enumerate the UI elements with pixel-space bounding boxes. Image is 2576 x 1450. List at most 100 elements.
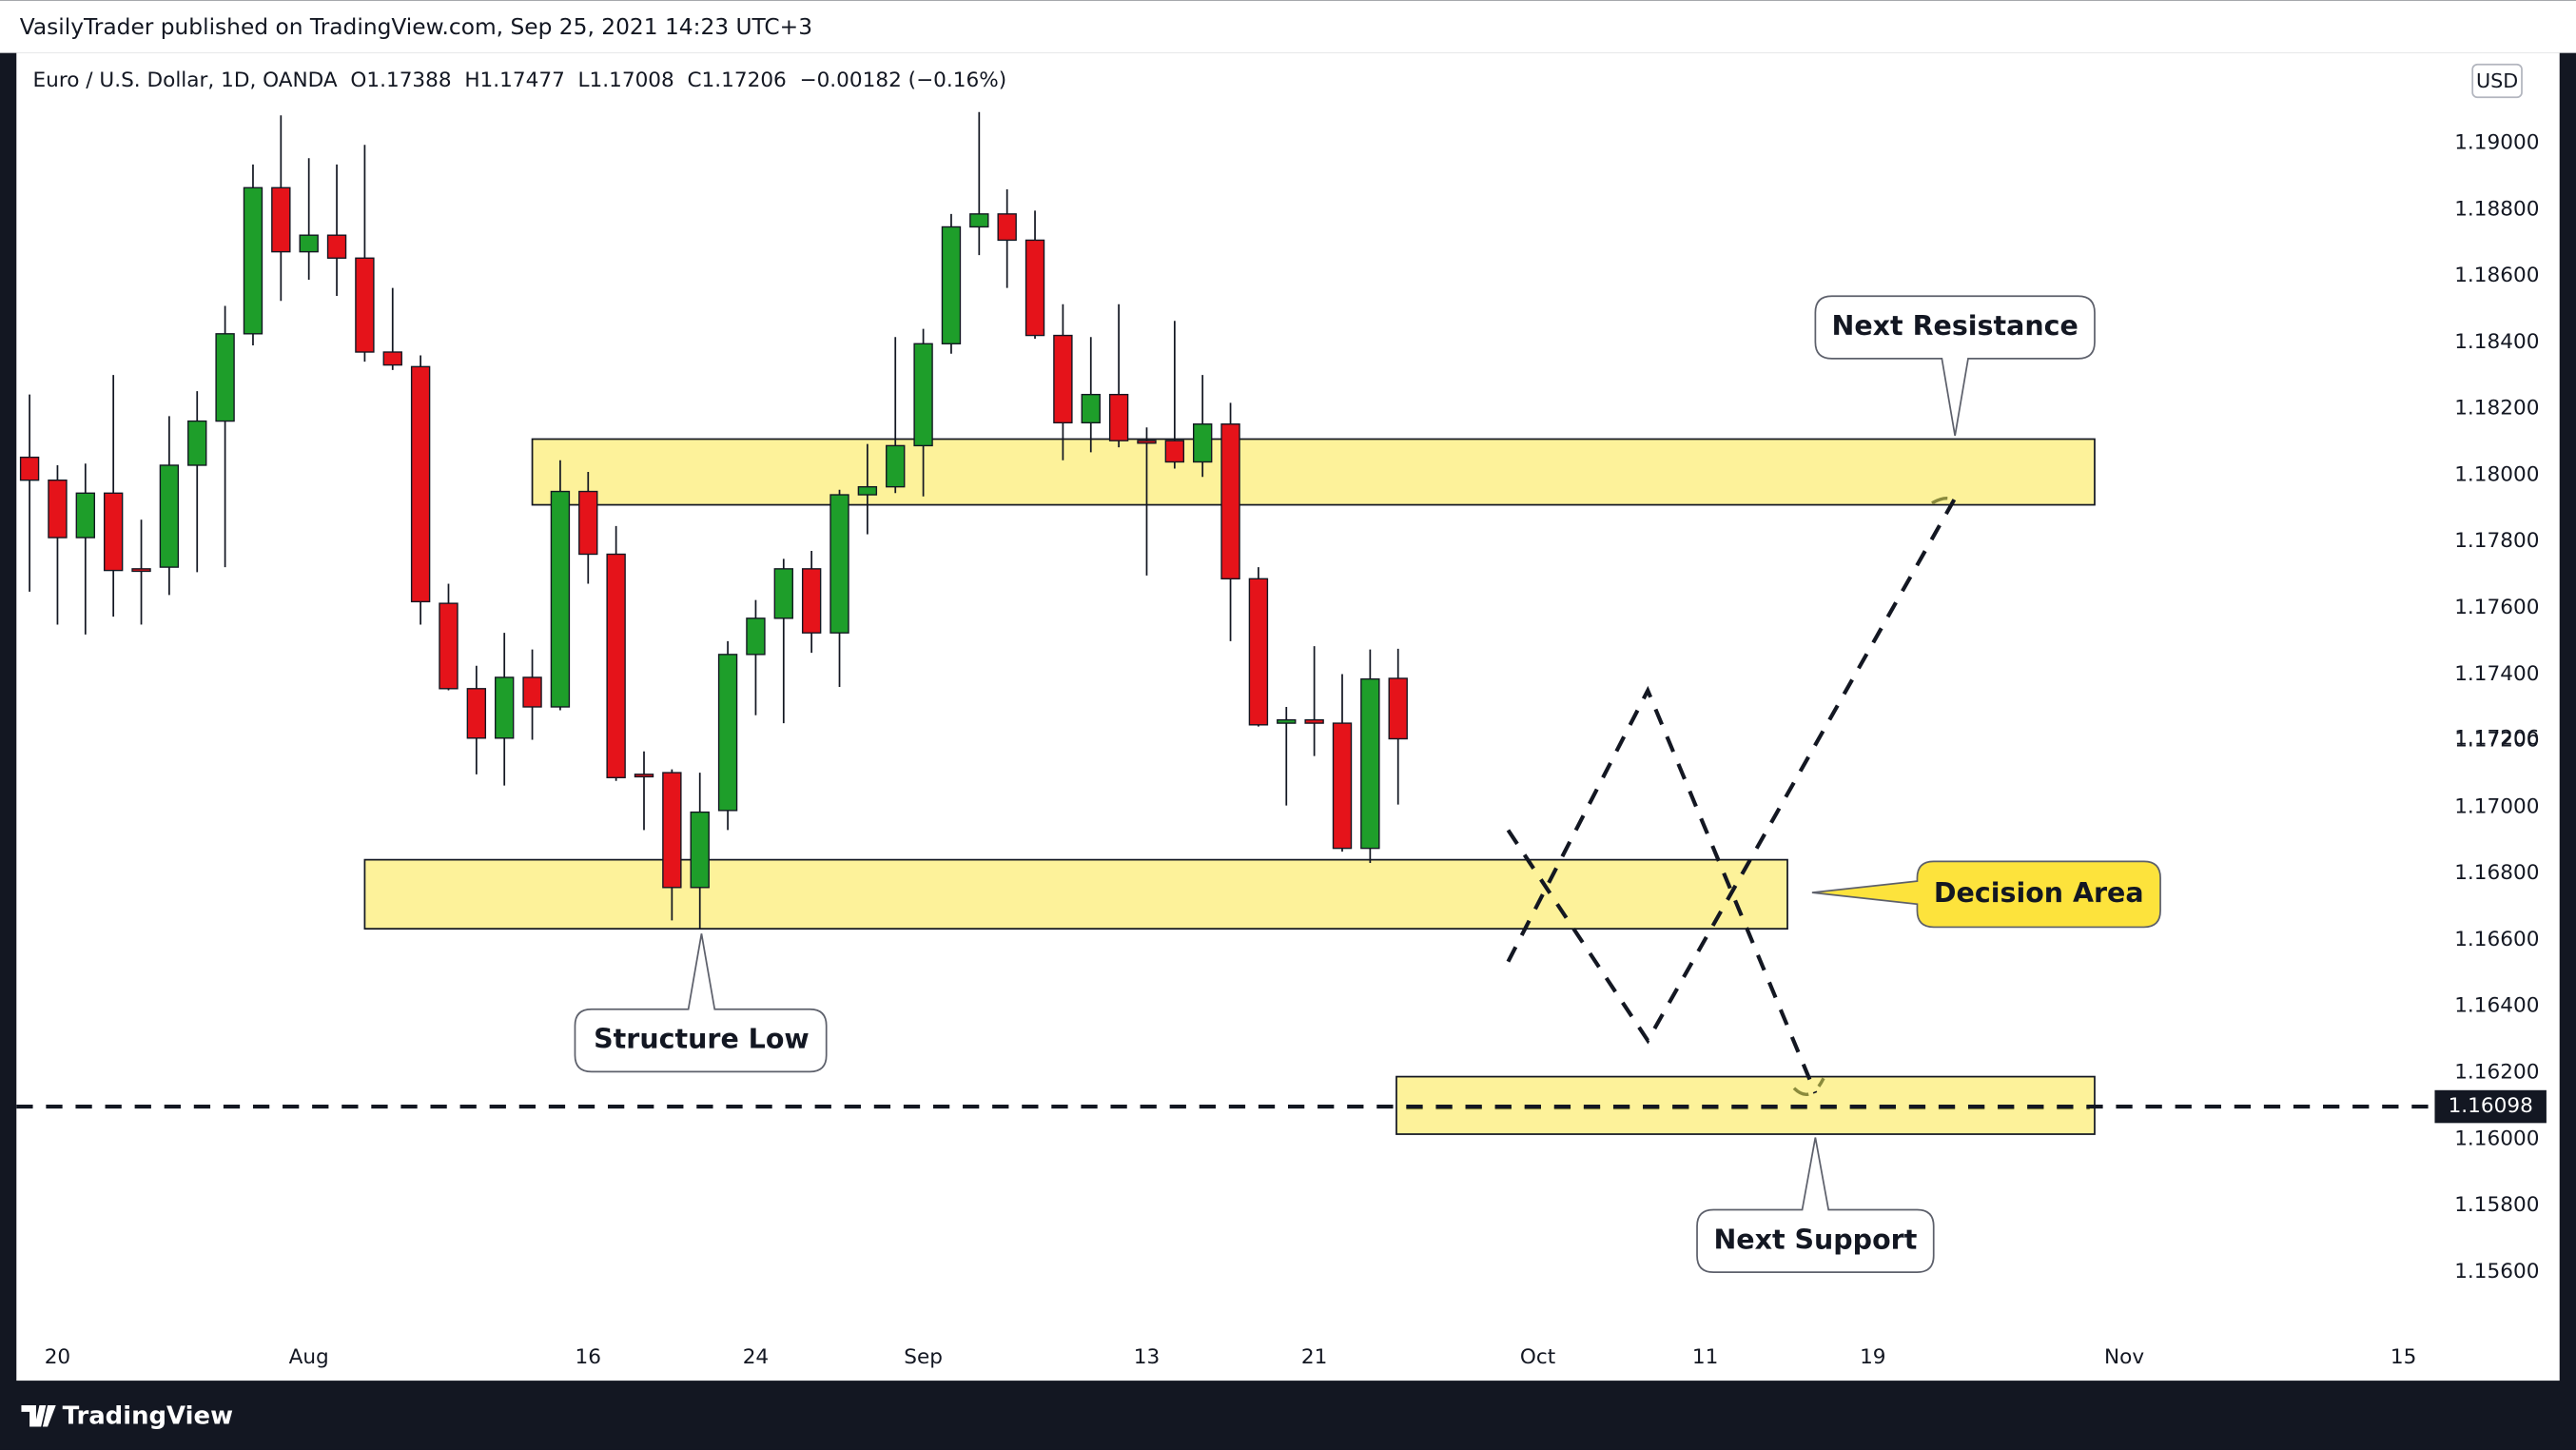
candle-body <box>578 490 598 556</box>
candle-body <box>1304 718 1324 724</box>
callout-box <box>1696 1137 1935 1273</box>
callout-label: Next Support <box>1713 1224 1917 1255</box>
candle-body <box>913 343 933 447</box>
y-tick-label: 1.17600 <box>2454 596 2539 619</box>
x-tick-label: 16 <box>576 1345 601 1369</box>
y-tick-label: 1.17000 <box>2454 794 2539 818</box>
candle-body <box>439 602 459 690</box>
candle-body <box>1360 677 1380 850</box>
candle-body <box>382 351 402 366</box>
candle-body <box>466 688 487 739</box>
y-tick-label: 1.18200 <box>2454 397 2539 421</box>
candle-body <box>1164 440 1185 463</box>
candle-body <box>410 365 431 603</box>
candle-body <box>215 333 235 422</box>
candle-body <box>187 420 207 466</box>
x-tick-label: 19 <box>1860 1345 1885 1369</box>
last-price-label: 1.17206 <box>2454 726 2539 750</box>
level-label: 1.16098 <box>2449 1094 2533 1118</box>
decision-zone <box>363 858 1788 931</box>
y-tick-label: 1.17800 <box>2454 529 2539 553</box>
symbol-legend: Euro / U.S. Dollar, 1D, OANDA O1.17388 H… <box>33 69 1007 92</box>
x-tick-label: Sep <box>904 1345 943 1369</box>
candle-body <box>717 654 738 812</box>
callout-label: Decision Area <box>1934 877 2144 909</box>
candle-body <box>1108 393 1129 441</box>
y-tick-label: 1.16200 <box>2454 1060 2539 1084</box>
candle-body <box>19 456 40 481</box>
currency[interactable]: USD <box>2476 69 2518 92</box>
y-tick-label: 1.19000 <box>2454 131 2539 155</box>
callout-box <box>1811 860 2161 929</box>
x-tick-label: 11 <box>1692 1345 1718 1369</box>
x-tick-label: 20 <box>45 1345 70 1369</box>
candle-body <box>522 676 542 708</box>
x-tick-label: Aug <box>289 1345 329 1369</box>
candle-body <box>1193 423 1213 463</box>
y-tick-label: 1.15800 <box>2454 1193 2539 1217</box>
candle-body <box>886 444 906 488</box>
candle-body <box>1277 718 1297 724</box>
y-tick-label: 1.17400 <box>2454 662 2539 686</box>
callout-label: Structure Low <box>594 1024 810 1055</box>
candle-body <box>690 811 710 889</box>
callout-box <box>1814 295 2096 437</box>
callout-box <box>574 933 828 1073</box>
y-tick-label: 1.16600 <box>2454 928 2539 951</box>
candle-body <box>746 617 766 656</box>
y-tick-label: 1.18400 <box>2454 330 2539 354</box>
candle-body <box>550 490 571 708</box>
candles <box>19 111 1408 930</box>
candle-body <box>1220 423 1240 579</box>
y-tick-label: 1.16800 <box>2454 861 2539 885</box>
chart-area <box>16 52 2560 1381</box>
currency-box[interactable] <box>2471 63 2523 99</box>
x-tick-label: 15 <box>2391 1345 2416 1369</box>
candle-body <box>495 676 515 739</box>
logo-icon[interactable] <box>21 1404 56 1427</box>
candle-body <box>131 568 151 573</box>
projection-arc <box>1792 1077 1825 1097</box>
candle-body <box>271 186 291 253</box>
callout-label: Next Resistance <box>1832 310 2078 342</box>
candle-body <box>243 186 263 335</box>
candle-body <box>326 234 347 259</box>
header-bar <box>0 0 2576 53</box>
candle-body <box>941 225 962 344</box>
y-tick-label: 1.15600 <box>2454 1260 2539 1283</box>
y-tick-label: 1.16000 <box>2454 1127 2539 1150</box>
x-tick-label: 21 <box>1301 1345 1327 1369</box>
axes: 1.15600 1.15800 1.16000 1.16200 1.16400 1.166… <box>16 131 2547 1369</box>
candle-body <box>103 492 124 572</box>
resistance-zone <box>531 438 2096 506</box>
footer-logo[interactable]: TradingView <box>63 1402 233 1431</box>
y-tick-label: 1.18600 <box>2454 264 2539 287</box>
y-tick-label: 1.17200 <box>2454 729 2539 753</box>
candle-body <box>606 553 626 778</box>
x-tick-label: Oct <box>1520 1345 1555 1369</box>
candle-body <box>1081 393 1101 424</box>
x-tick-label: Nov <box>2104 1345 2144 1369</box>
y-tick-label: 1.18000 <box>2454 462 2539 486</box>
candle-body <box>1025 239 1045 337</box>
x-tick-label: 13 <box>1134 1345 1160 1369</box>
candle-body <box>969 213 989 228</box>
x-tick-label: 24 <box>743 1345 769 1369</box>
candle-body <box>997 213 1017 242</box>
header-text: VasilyTrader published on TradingView.co… <box>20 14 812 40</box>
y-tick-label: 1.18800 <box>2454 197 2539 221</box>
candle-body <box>1248 578 1269 726</box>
candle-body <box>159 464 180 568</box>
projection-path <box>1506 497 1957 1045</box>
candle-body <box>355 257 375 353</box>
candle-body <box>634 774 654 778</box>
candle-body <box>1053 334 1073 424</box>
level-tag <box>2434 1089 2547 1124</box>
candle-body <box>1137 440 1157 444</box>
projection-path <box>1506 685 1818 1094</box>
candle-body <box>48 479 68 539</box>
candle-body <box>299 234 319 253</box>
candle-body <box>75 492 95 539</box>
